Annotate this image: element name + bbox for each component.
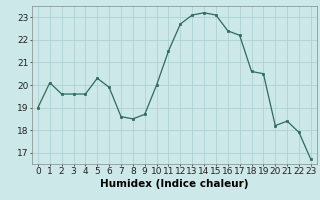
- X-axis label: Humidex (Indice chaleur): Humidex (Indice chaleur): [100, 179, 249, 189]
